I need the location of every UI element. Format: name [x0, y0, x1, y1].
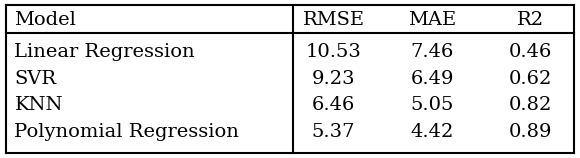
- Text: 4.42: 4.42: [411, 123, 454, 141]
- Text: 5.05: 5.05: [411, 96, 454, 114]
- Text: R2: R2: [517, 11, 544, 29]
- Text: Linear Regression: Linear Regression: [14, 43, 195, 61]
- Text: SVR: SVR: [14, 70, 57, 88]
- Text: Model: Model: [14, 11, 77, 29]
- Text: 6.46: 6.46: [312, 96, 355, 114]
- Text: 6.49: 6.49: [411, 70, 454, 88]
- Text: 7.46: 7.46: [411, 43, 454, 61]
- Text: 0.89: 0.89: [509, 123, 552, 141]
- Text: KNN: KNN: [14, 96, 63, 114]
- Text: 0.46: 0.46: [509, 43, 552, 61]
- Text: 9.23: 9.23: [311, 70, 356, 88]
- Text: 0.62: 0.62: [509, 70, 552, 88]
- Text: 5.37: 5.37: [312, 123, 355, 141]
- Text: Polynomial Regression: Polynomial Regression: [14, 123, 240, 141]
- Text: RMSE: RMSE: [303, 11, 364, 29]
- Text: 10.53: 10.53: [306, 43, 361, 61]
- Text: MAE: MAE: [408, 11, 456, 29]
- Text: 0.82: 0.82: [509, 96, 552, 114]
